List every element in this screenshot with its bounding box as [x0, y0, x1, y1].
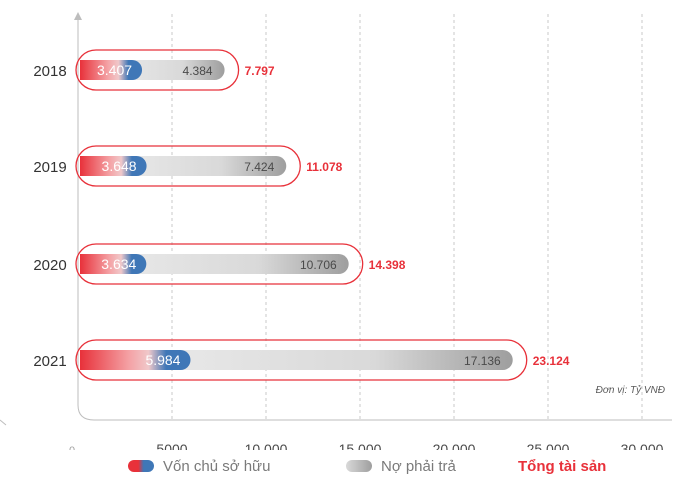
- legend-label-total: Tổng tài sản: [518, 457, 607, 475]
- axes: [0, 12, 672, 426]
- x-tick-label: 10.000: [245, 441, 288, 450]
- x-tick-label: 25.000: [527, 441, 570, 450]
- x-axis-arrow-icon: [0, 419, 7, 426]
- bar-debt: [168, 350, 513, 370]
- bar-debt: [120, 60, 225, 80]
- category-label: 2018: [33, 63, 66, 80]
- y-axis-arrow-icon: [74, 12, 82, 20]
- equity-value-label: 3.634: [101, 256, 136, 272]
- bar-debt: [124, 156, 287, 176]
- equity-value-label: 5.984: [145, 352, 180, 368]
- bar-equity: [80, 254, 147, 274]
- bar-debt: [124, 254, 349, 274]
- total-outline: [75, 243, 364, 285]
- legend-label-equity: Vốn chủ sở hữu: [163, 457, 271, 475]
- x-tick-label: 0: [69, 445, 75, 450]
- bar-equity: [80, 350, 191, 370]
- total-value-label: 7.797: [245, 64, 275, 78]
- debt-value-label: 10.706: [300, 258, 337, 272]
- category-label: 2020: [33, 257, 66, 274]
- stacked-bar-chart: 0 5000 10.000 15.000 20.000 25.000 30.000 Đơn v…: [0, 12, 672, 450]
- total-value-label: 23.124: [533, 354, 570, 368]
- total-value-label: 11.078: [306, 160, 342, 174]
- x-tick-label: 15.000: [339, 441, 382, 450]
- bar-equity: [80, 156, 147, 176]
- bars: [75, 49, 528, 381]
- debt-value-label: 17.136: [464, 354, 501, 368]
- equity-value-label: 3.407: [97, 62, 132, 78]
- debt-swatch-icon: [346, 460, 372, 472]
- equity-swatch-icon: [128, 460, 154, 472]
- legend: Vốn chủ sở hữu Nợ phải trả Tổng tài sản: [0, 450, 684, 480]
- total-value-label: 14.398: [369, 258, 406, 272]
- x-tick-label: 5000: [156, 441, 187, 450]
- unit-note: Đơn vị: Tỷ VNĐ: [596, 384, 665, 396]
- bar-equity: [80, 60, 143, 80]
- total-outline: [75, 339, 528, 381]
- category-label: 2019: [33, 159, 66, 176]
- total-outline: [75, 49, 240, 91]
- equity-value-label: 3.648: [102, 158, 137, 174]
- legend-item-debt: Nợ phải trả: [346, 456, 456, 476]
- x-axis-line: [77, 404, 672, 421]
- legend-item-equity: Vốn chủ sở hữu: [128, 456, 270, 476]
- debt-value-label: 4.384: [183, 64, 213, 78]
- x-tick-label: 30.000: [621, 441, 664, 450]
- x-tick-label: 20.000: [433, 441, 476, 450]
- debt-value-label: 7.424: [244, 160, 274, 174]
- legend-label-debt: Nợ phải trả: [381, 457, 456, 475]
- total-outline: [75, 145, 301, 187]
- labels: 0 5000 10.000 15.000 20.000 25.000 30.000 Đơn v…: [33, 62, 665, 450]
- category-label: 2021: [33, 353, 66, 370]
- legend-item-total: Tổng tài sản: [518, 456, 606, 476]
